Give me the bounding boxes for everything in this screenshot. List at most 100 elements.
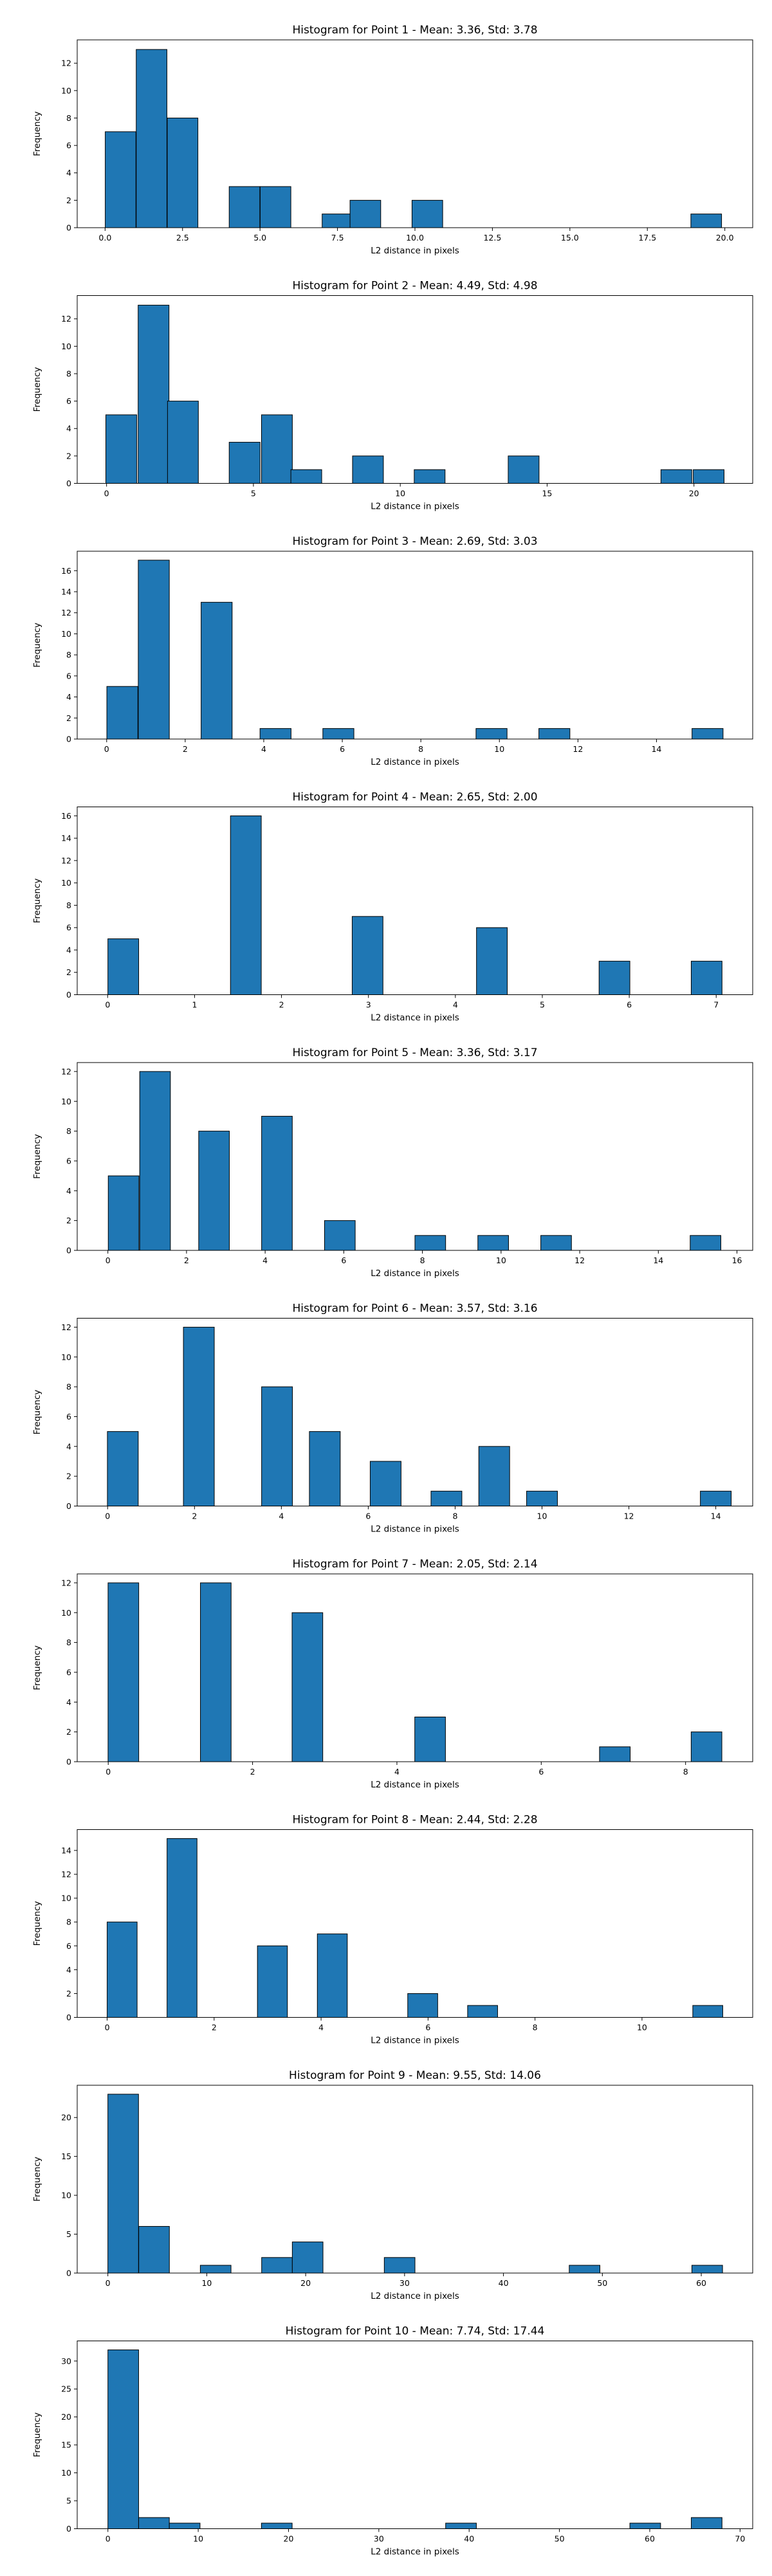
y-tick-label: 2 (66, 451, 71, 461)
y-tick-label: 2 (66, 1989, 71, 1998)
y-axis-label: Frequency (32, 1134, 42, 1179)
x-tick-label: 7.5 (331, 233, 344, 242)
x-tick-label: 2 (212, 2023, 217, 2032)
y-tick-label: 12 (61, 1870, 71, 1879)
y-tick-label: 8 (66, 1638, 71, 1647)
histogram-bar (230, 815, 262, 996)
histogram-bar (477, 1235, 509, 1251)
x-tick-label: 0 (106, 2534, 111, 2544)
y-axis-label: Frequency (32, 1390, 42, 1435)
y-tick-label: 16 (61, 566, 71, 576)
x-tick-label: 6 (341, 1256, 346, 1265)
y-tick-label: 8 (66, 369, 71, 378)
x-tick-label: 6 (365, 1512, 371, 1521)
y-tick-label: 16 (61, 811, 71, 821)
x-tick-label: 2 (250, 1767, 255, 1777)
x-tick-label: 0 (106, 2278, 111, 2288)
x-tick-label: 15.0 (561, 233, 579, 242)
plot-frame (77, 1318, 753, 1506)
x-tick-label: 8 (418, 744, 423, 754)
y-axis-label: Frequency (32, 2157, 42, 2202)
x-tick-label: 16 (732, 1256, 742, 1265)
histogram-bar (692, 728, 724, 740)
histogram-bar (169, 2523, 201, 2530)
histogram-bar (540, 1235, 572, 1251)
histogram-bar (106, 414, 137, 484)
histogram-bar (414, 1716, 446, 1762)
histogram-bar (290, 469, 322, 484)
x-tick-label: 12 (624, 1512, 634, 1521)
x-axis-label: L2 distance in pixels (371, 1524, 459, 1535)
y-tick-label: 14 (61, 587, 71, 596)
y-tick-label: 0 (66, 2013, 71, 2022)
x-tick-label: 10 (537, 1512, 547, 1521)
y-tick-label: 10 (61, 2468, 71, 2478)
histogram-bar (407, 1993, 438, 2018)
y-tick-label: 4 (66, 168, 71, 178)
histogram-2: Histogram for Point 2 - Mean: 4.49, Std:… (32, 280, 753, 512)
x-tick-label: 4 (262, 1256, 268, 1265)
histogram-bar (138, 2225, 170, 2274)
x-tick-label: 20 (300, 2278, 311, 2288)
y-tick-label: 0 (66, 1246, 71, 1256)
histogram-bar (383, 2257, 416, 2274)
y-tick-label: 20 (61, 2412, 71, 2422)
x-tick-label: 4 (261, 744, 266, 754)
x-tick-label: 2 (183, 744, 188, 754)
y-tick-label: 6 (66, 923, 71, 933)
y-tick-label: 0 (66, 479, 71, 488)
x-tick-label: 20.0 (716, 233, 734, 242)
x-tick-label: 10 (395, 489, 405, 498)
y-axis-label: Frequency (32, 111, 42, 156)
x-tick-label: 40 (464, 2534, 474, 2544)
y-tick-label: 0 (66, 2524, 71, 2534)
histogram-bar (352, 455, 384, 484)
histogram-bar (476, 927, 508, 995)
y-tick-label: 14 (61, 834, 71, 843)
y-tick-label: 6 (66, 1667, 71, 1677)
x-tick-label: 2 (279, 1000, 284, 1010)
y-tick-label: 12 (61, 1578, 71, 1587)
x-tick-label: 2 (184, 1256, 189, 1265)
y-tick-label: 14 (61, 1845, 71, 1855)
x-tick-label: 10 (193, 2534, 203, 2544)
x-axis-label: L2 distance in pixels (371, 1013, 459, 1023)
x-tick-label: 20 (284, 2534, 294, 2544)
histogram-bar (692, 2005, 723, 2018)
histogram-bar (201, 601, 233, 740)
plot-frame (77, 1829, 753, 2018)
y-tick-label: 4 (66, 1186, 71, 1196)
histogram-bar (414, 1235, 446, 1251)
histogram-bar (690, 1731, 722, 1762)
chart-title: Histogram for Point 6 - Mean: 3.57, Std:… (292, 1302, 537, 1315)
x-tick-label: 7 (713, 1000, 719, 1010)
y-tick-label: 8 (66, 900, 71, 910)
y-tick-label: 5 (66, 2496, 71, 2506)
y-tick-label: 0 (66, 2269, 71, 2278)
x-tick-label: 0 (104, 489, 109, 498)
chart-title: Histogram for Point 4 - Mean: 2.65, Std:… (292, 791, 537, 804)
chart-title: Histogram for Point 8 - Mean: 2.44, Std:… (292, 1814, 537, 1827)
histogram-bar (317, 1933, 348, 2018)
x-tick-label: 3 (366, 1000, 371, 1010)
y-tick-label: 30 (61, 2356, 71, 2366)
histogram-bar (322, 728, 354, 740)
chart-title: Histogram for Point 2 - Mean: 4.49, Std:… (292, 280, 537, 293)
histogram-bar (478, 1446, 510, 1506)
y-axis-label: Frequency (32, 1645, 42, 1690)
histogram-5: Histogram for Point 5 - Mean: 3.36, Std:… (32, 1046, 753, 1279)
x-tick-label: 5 (251, 489, 256, 498)
y-tick-label: 2 (66, 196, 71, 205)
x-tick-label: 30 (400, 2278, 410, 2288)
histogram-bar (349, 199, 381, 228)
y-tick-label: 6 (66, 1156, 71, 1165)
histogram-bar (351, 916, 383, 996)
x-tick-label: 6 (340, 744, 345, 754)
histogram-bar (691, 2517, 722, 2530)
y-tick-label: 0 (66, 990, 71, 1000)
x-tick-label: 10 (201, 2278, 212, 2288)
plot-frame (77, 1573, 753, 1762)
x-tick-label: 8 (683, 1767, 688, 1777)
